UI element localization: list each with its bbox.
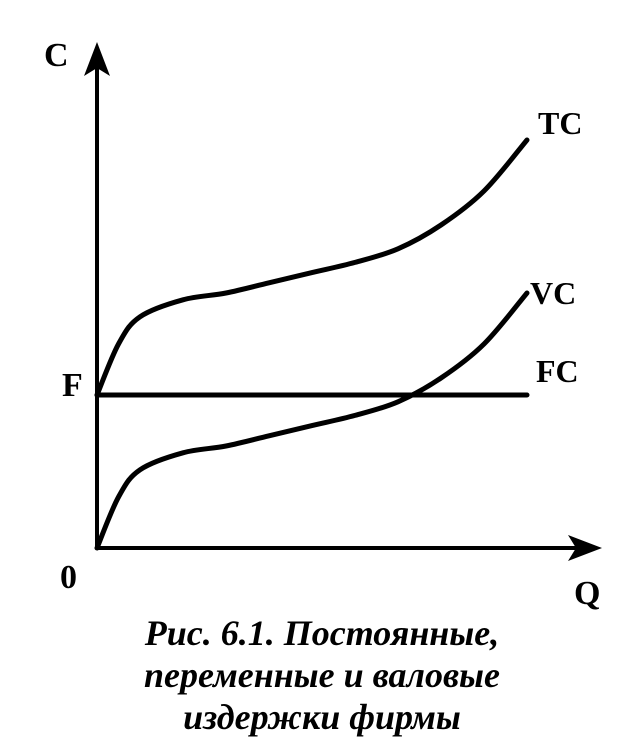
vc-curve [94,290,530,551]
origin-label: 0 [60,559,77,596]
caption-line-3: издержки фирмы [183,697,461,737]
x-axis-label: Q [574,575,600,612]
x-axis-arrow [568,535,602,561]
caption-line-1: Рис. 6.1. Постоянные, [144,613,500,653]
tc-curve [94,137,530,398]
tc-label: TC [538,105,582,141]
caption-line-2: переменные и валовые [143,655,501,695]
y-axis-label: C [44,37,69,74]
figure-caption: Рис. 6.1. Постоянные, переменные и валов… [0,612,644,738]
y-axis-arrow [84,42,110,76]
vc-label: VC [530,275,576,311]
y-tick-label-f: F [62,367,83,404]
fc-label: FC [536,353,579,389]
